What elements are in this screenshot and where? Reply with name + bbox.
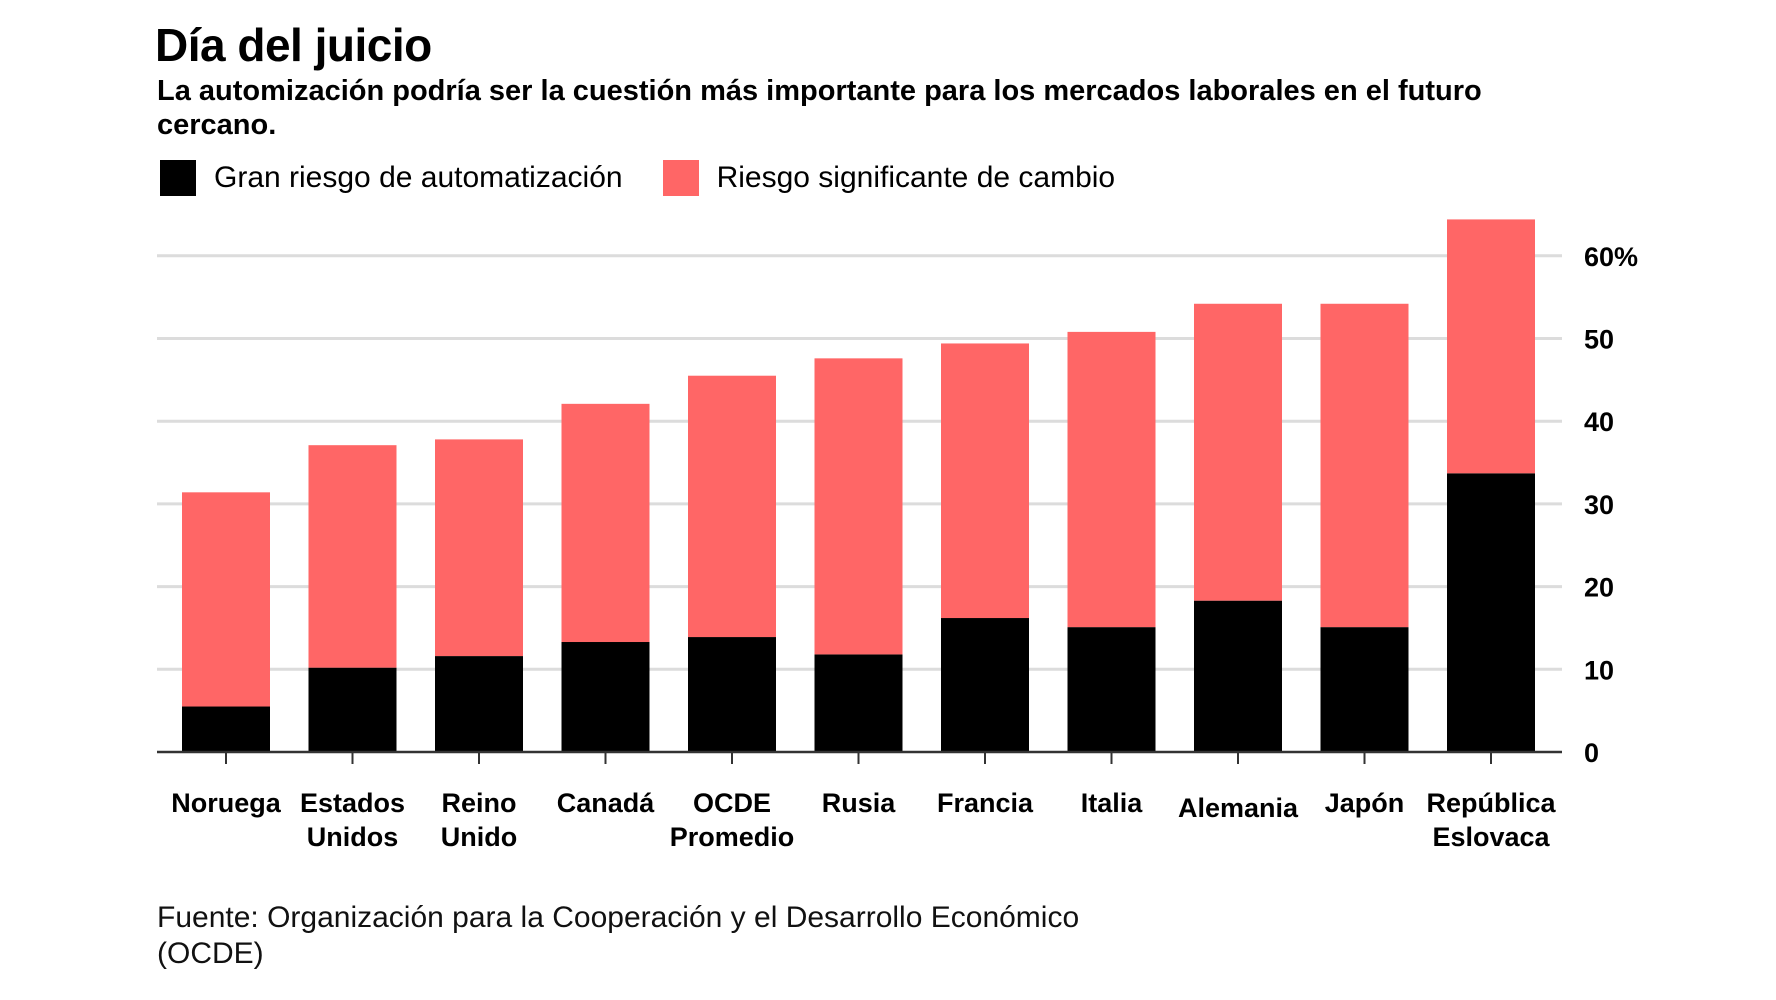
- y-tick-label: 10: [1584, 655, 1614, 685]
- chart-title: Día del juicio: [155, 19, 432, 71]
- legend-item-automation: Gran riesgo de automatización: [160, 160, 623, 196]
- bar-change-risk: [1067, 331, 1156, 628]
- bar-change-risk: [1447, 219, 1535, 474]
- legend-label-change: Riesgo significante de cambio: [716, 161, 1116, 194]
- x-tick-label: Japón: [1325, 788, 1405, 818]
- bars: [182, 219, 1535, 752]
- bar-automation-risk: [435, 656, 523, 752]
- x-axis: [157, 750, 1562, 764]
- legend-swatch-change: [662, 160, 699, 196]
- chart-subtitle: La automización podría ser la cuestión m…: [157, 75, 1482, 141]
- bar-change-risk: [435, 439, 523, 657]
- x-tick-label: Estados Unidos: [300, 788, 405, 852]
- legend-item-change: Riesgo significante de cambio: [662, 160, 1116, 196]
- legend: Gran riesgo de automatización Riesgo sig…: [160, 160, 1155, 196]
- x-axis-labels: Noruega Estados Unidos Reino Unido Canadá OCDE…: [171, 788, 1556, 852]
- bar-automation-risk: [1067, 627, 1156, 752]
- bar-change-risk: [182, 492, 270, 707]
- y-tick-label: 20: [1584, 573, 1614, 603]
- bar-change-risk: [1194, 303, 1282, 601]
- legend-label-automation: Gran riesgo de automatización: [214, 161, 623, 194]
- x-tick-label: Reino Unido: [441, 788, 517, 852]
- y-tick-label: 40: [1584, 407, 1614, 437]
- y-tick-label: 50: [1584, 325, 1614, 355]
- bar-change-risk: [1320, 303, 1409, 628]
- x-tick-label: Noruega: [171, 788, 282, 818]
- bar-automation-risk: [941, 618, 1029, 752]
- bar-change-risk: [561, 403, 650, 643]
- bar-change-risk: [814, 358, 903, 655]
- y-tick-label: 30: [1584, 490, 1614, 520]
- bar-change-risk: [688, 375, 776, 638]
- source-line-1: Fuente: Organización para la Cooperación…: [157, 901, 1080, 934]
- bar-automation-risk: [308, 667, 397, 752]
- bar-automation-risk: [1447, 473, 1535, 752]
- x-tick-label: Alemania: [1178, 793, 1299, 823]
- x-tick-label: OCDE Promedio: [670, 788, 795, 852]
- source-line-2: (OCDE): [157, 937, 264, 970]
- x-tick-label: República Eslovaca: [1426, 788, 1556, 852]
- bar-automation-risk: [1194, 600, 1282, 752]
- bar-change-risk: [941, 343, 1029, 619]
- bar-automation-risk: [1320, 627, 1409, 752]
- x-tick-label: Canadá: [557, 788, 656, 818]
- bar-automation-risk: [688, 637, 776, 752]
- y-axis-labels: 0 10 20 30 40 50 60%: [1584, 242, 1638, 768]
- x-tick-label: Rusia: [822, 788, 897, 818]
- bar-automation-risk: [182, 706, 270, 752]
- legend-swatch-automation: [160, 160, 196, 196]
- y-tick-label: 60%: [1584, 242, 1638, 272]
- bar-change-risk: [308, 445, 397, 668]
- x-tick-label: Italia: [1081, 788, 1144, 818]
- source-note: Fuente: Organización para la Cooperación…: [157, 900, 1079, 972]
- bar-automation-risk: [814, 654, 903, 752]
- x-tick-label: Francia: [937, 788, 1034, 818]
- bar-automation-risk: [561, 642, 650, 752]
- y-tick-label: 0: [1584, 738, 1599, 768]
